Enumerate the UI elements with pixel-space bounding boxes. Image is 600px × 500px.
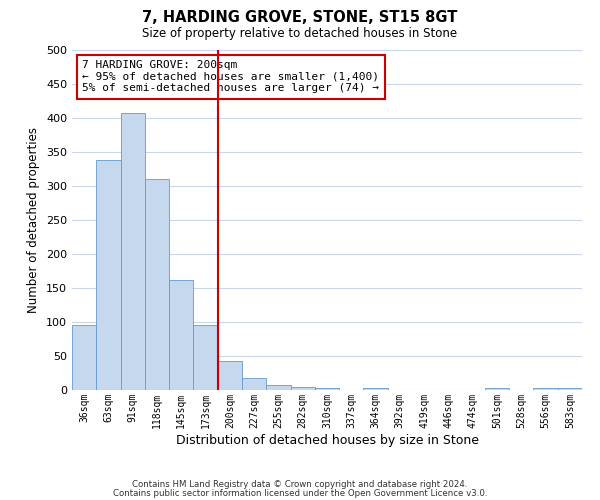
Bar	[290, 388, 315, 390]
Text: Contains public sector information licensed under the Open Government Licence v3: Contains public sector information licen…	[113, 488, 487, 498]
Bar	[533, 388, 558, 390]
Text: Size of property relative to detached houses in Stone: Size of property relative to detached ho…	[142, 28, 458, 40]
Bar	[145, 178, 169, 390]
Bar	[242, 378, 266, 390]
Text: 7, HARDING GROVE, STONE, ST15 8GT: 7, HARDING GROVE, STONE, ST15 8GT	[142, 10, 458, 25]
Bar	[558, 388, 582, 390]
Bar	[72, 324, 96, 390]
Bar	[96, 160, 121, 390]
Bar	[266, 385, 290, 390]
X-axis label: Distribution of detached houses by size in Stone: Distribution of detached houses by size …	[176, 434, 479, 446]
Y-axis label: Number of detached properties: Number of detached properties	[28, 127, 40, 313]
Bar	[315, 388, 339, 390]
Bar	[169, 280, 193, 390]
Text: Contains HM Land Registry data © Crown copyright and database right 2024.: Contains HM Land Registry data © Crown c…	[132, 480, 468, 489]
Bar	[193, 324, 218, 390]
Bar	[121, 112, 145, 390]
Text: 7 HARDING GROVE: 200sqm
← 95% of detached houses are smaller (1,400)
5% of semi-: 7 HARDING GROVE: 200sqm ← 95% of detache…	[82, 60, 379, 94]
Bar	[485, 388, 509, 390]
Bar	[364, 388, 388, 390]
Bar	[218, 362, 242, 390]
